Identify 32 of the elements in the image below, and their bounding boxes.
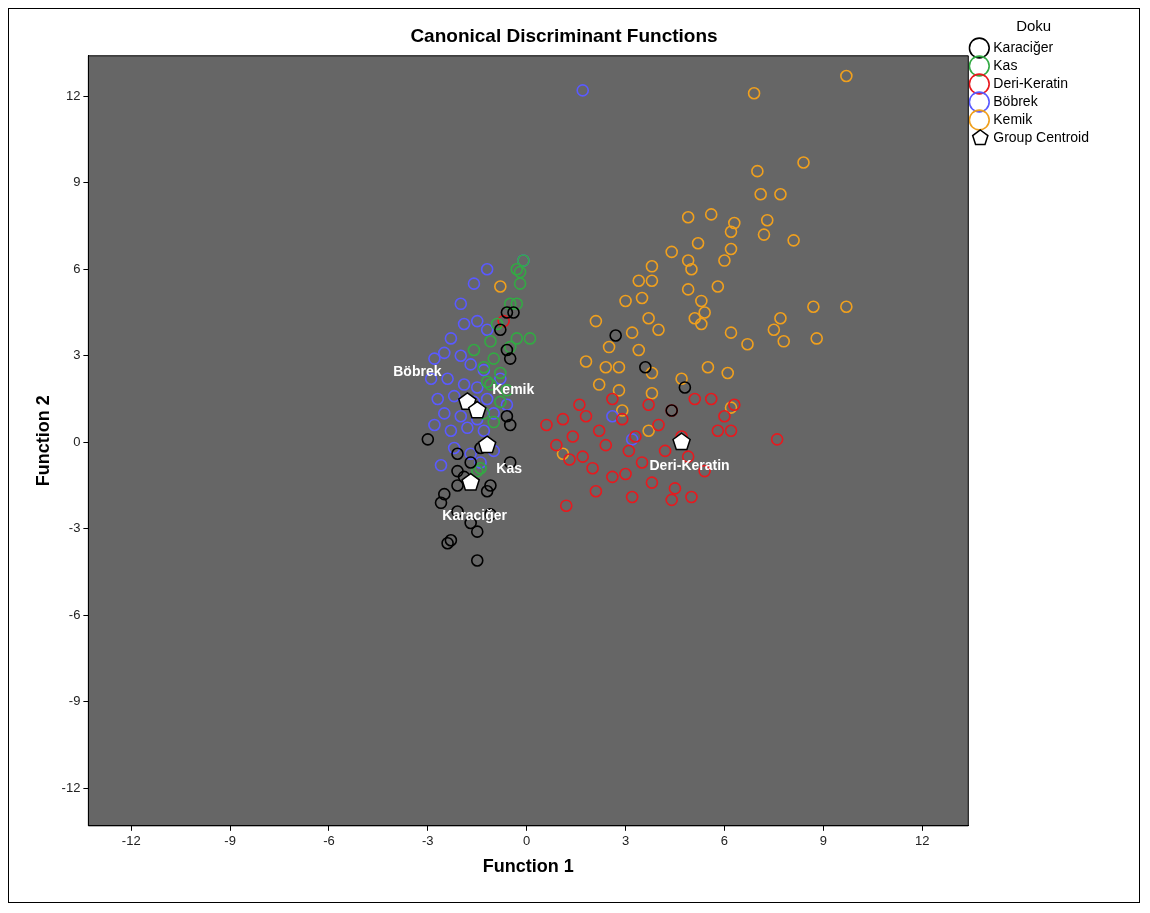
legend-label: Deri-Keratin: [993, 74, 1068, 91]
legend-label: Karaciğer: [993, 38, 1054, 55]
x-tick-label: 6: [720, 833, 729, 849]
legend-label: Böbrek: [993, 92, 1039, 109]
x-tick-label: 0: [523, 833, 531, 849]
x-tick-label: -9: [224, 833, 236, 849]
y-tick-label: 6: [73, 260, 81, 276]
x-tick-label: -6: [323, 833, 335, 849]
legend-label: Group Centroid: [993, 128, 1089, 145]
y-tick-label: -3: [68, 520, 81, 536]
y-tick-label: 0: [73, 433, 81, 449]
y-tick-label: 9: [73, 174, 81, 190]
x-tick-label: 9: [819, 833, 827, 849]
annotation: Kemik: [492, 381, 535, 398]
legend-title: Doku: [1016, 16, 1052, 34]
y-tick-label: 12: [65, 87, 81, 103]
x-tick-label: 12: [914, 833, 930, 849]
y-tick-label: -12: [61, 779, 81, 795]
y-tick-label: -9: [68, 693, 81, 709]
y-tick-label: -6: [68, 606, 81, 622]
x-tick-label: -12: [121, 833, 141, 849]
annotation: Deri-Keratin: [649, 457, 730, 474]
x-tick-label: 3: [621, 833, 630, 849]
legend-label: Kas: [993, 56, 1018, 73]
x-axis-title: Function 1: [482, 856, 574, 877]
legend-label: Kemik: [993, 110, 1034, 127]
y-axis-title: Function 2: [32, 395, 53, 487]
x-tick-label: -3: [422, 833, 434, 849]
annotation: Kas: [496, 459, 523, 476]
y-tick-label: 3: [73, 347, 81, 363]
annotation: Böbrek: [393, 362, 442, 379]
chart-title: Canonical Discriminant Functions: [410, 24, 718, 46]
